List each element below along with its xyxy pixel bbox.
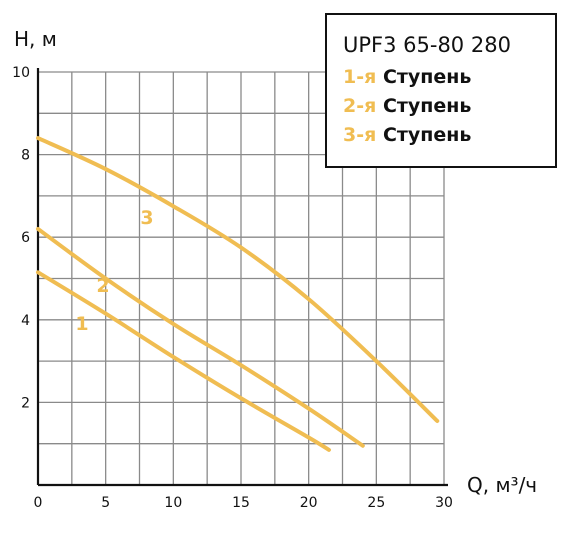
y-tick-label: 8: [21, 148, 30, 164]
x-tick-label: 0: [34, 495, 43, 511]
legend-entry-prefix: 3-я: [343, 124, 377, 146]
curve-stage-1: [36, 270, 331, 452]
curve-stage-2: [36, 226, 365, 448]
curve-label-1: 1: [75, 313, 88, 335]
x-tick-label: 30: [435, 495, 453, 511]
x-axis-label: Q, м³/ч: [467, 473, 537, 497]
legend-entry-1: 1-я Ступень: [343, 66, 471, 88]
curve-labels: 12 3: [75, 207, 153, 335]
y-tick-label: 10: [12, 65, 30, 81]
y-tick-label: 4: [21, 313, 30, 329]
legend-entry-prefix: 1-я: [343, 66, 377, 88]
legend-entry-stage: Ступень: [382, 124, 472, 146]
x-tick-label: 15: [232, 495, 250, 511]
curve-stage-3: [36, 136, 440, 423]
legend-entry-stage: Ступень: [382, 66, 472, 88]
legend-entry-stage: Ступень: [382, 95, 472, 117]
y-axis-label: H, м: [14, 27, 57, 51]
y-tick-label: 6: [21, 230, 30, 246]
x-tick-label: 25: [367, 495, 385, 511]
y-tick-label: 2: [21, 395, 30, 411]
legend-entry-3: 3-я Ступень: [343, 124, 471, 146]
legend-title: UPF3 65-80 280: [343, 33, 511, 57]
curve-label-2: 2: [96, 275, 109, 297]
curves: [36, 136, 440, 452]
legend-entry-prefix: 2-я: [343, 95, 377, 117]
x-tick-label: 5: [101, 495, 110, 511]
tick-labels: 0 5 10 15 20 25 30 2 4 6 8 10: [12, 65, 453, 511]
x-tick-label: 20: [300, 495, 318, 511]
x-tick-label: 10: [164, 495, 182, 511]
curve-label-3: 3: [140, 207, 153, 229]
legend: UPF3 65-80 280 1-я Ступень 2-я Ступень 3…: [325, 13, 557, 168]
legend-entry-2: 2-я Ступень: [343, 95, 471, 117]
